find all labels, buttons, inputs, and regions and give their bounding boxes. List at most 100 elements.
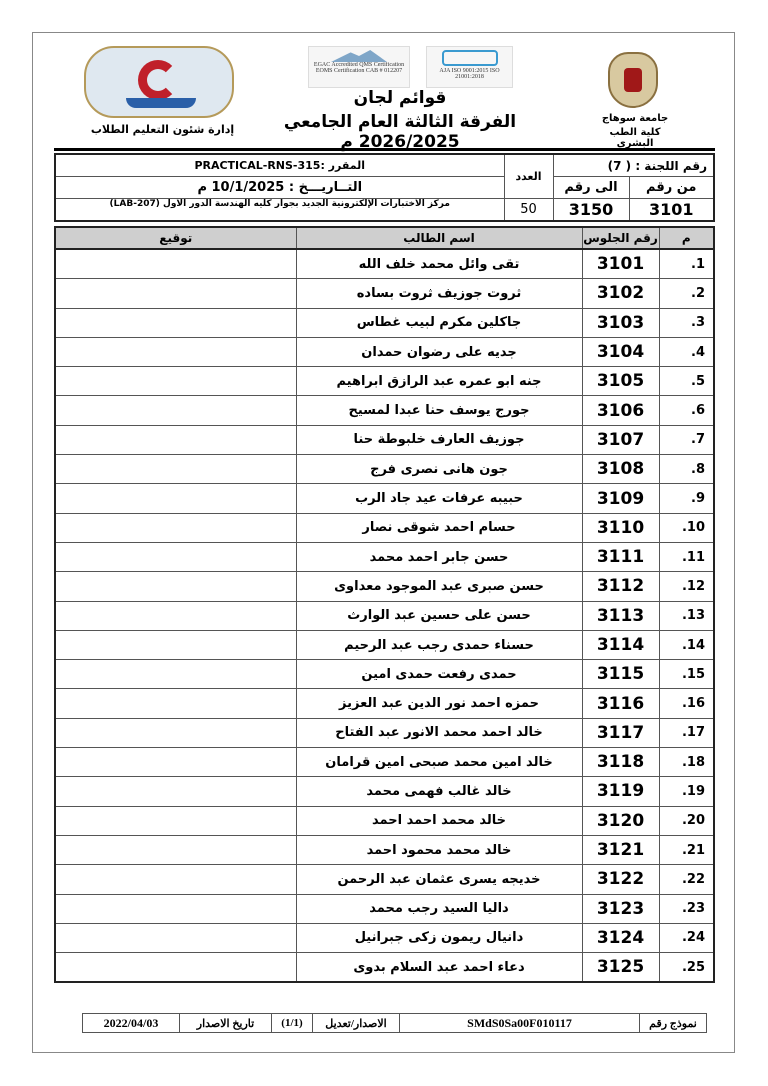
student-name: جاكلين مكرم لبيب غطاس <box>295 307 583 338</box>
row-index: 5. <box>658 366 715 397</box>
row-index: 24. <box>658 922 715 954</box>
seat-number: 3101 <box>581 248 660 280</box>
row-index: 2. <box>658 278 715 309</box>
signature-cell[interactable] <box>54 278 297 309</box>
table-row: 23. 3123 داليا السيد رجب محمد <box>54 893 715 924</box>
student-name: حسن صبرى عبد الموجود معداوى <box>295 571 583 602</box>
students-table: م رقم الجلوس اسم الطالب توقيع 1. 3101 تقى … <box>54 226 715 984</box>
table-row: 6. 3106 جورج يوسف حنا عبدا لمسيح <box>54 395 715 426</box>
signature-cell[interactable] <box>54 952 297 983</box>
signature-cell[interactable] <box>54 600 297 631</box>
student-affairs-logo <box>84 46 234 118</box>
egac-accreditation-logo: EGAC Accredited QMS Certification EOMS C… <box>308 46 410 88</box>
seat-number: 3112 <box>581 571 660 602</box>
student-name: جون هانى نصرى فرج <box>295 454 583 485</box>
student-name: حبيبه عرفات عيد جاد الرب <box>295 483 583 514</box>
seat-number: 3118 <box>581 747 660 778</box>
student-name: حسام احمد شوقى نصار <box>295 512 583 543</box>
student-name: خالد امين محمد صبحى امين قرامان <box>295 747 583 778</box>
signature-cell[interactable] <box>54 454 297 485</box>
committee-info-table: رقم اللجنة : ( 7) العدد المقرر :PRACTICA… <box>54 153 715 222</box>
signature-cell[interactable] <box>54 336 297 368</box>
signature-cell[interactable] <box>54 688 297 719</box>
seat-number: 3115 <box>581 659 660 690</box>
table-row: 16. 3116 حمزه احمد نور الدين عبد العزيز <box>54 688 715 719</box>
seat-number: 3104 <box>581 336 660 368</box>
signature-cell[interactable] <box>54 541 297 573</box>
table-row: 21. 3121 خالد محمد محمود احمد <box>54 834 715 866</box>
student-name: حسن جابر احمد محمد <box>295 541 583 573</box>
count-value: 50 <box>503 198 554 222</box>
signature-cell[interactable] <box>54 717 297 749</box>
signature-cell[interactable] <box>54 395 297 426</box>
signature-cell[interactable] <box>54 864 297 895</box>
table-row: 20. 3120 خالد محمد احمد احمد <box>54 805 715 836</box>
page-title: قوائم لجان <box>353 88 447 108</box>
table-row: 15. 3115 حمدى رفعت حمدى امين <box>54 659 715 690</box>
signature-cell[interactable] <box>54 366 297 397</box>
table-row: 3. 3103 جاكلين مكرم لبيب غطاس <box>54 307 715 338</box>
from-label: من رقم <box>628 176 715 199</box>
student-name: جوزيف العارف خلبوطة حنا <box>295 424 583 456</box>
signature-cell[interactable] <box>54 805 297 836</box>
signature-cell[interactable] <box>54 834 297 866</box>
row-index: 21. <box>658 834 715 866</box>
table-row: 10. 3110 حسام احمد شوقى نصار <box>54 512 715 543</box>
student-name: حمدى رفعت حمدى امين <box>295 659 583 690</box>
signature-cell[interactable] <box>54 483 297 514</box>
row-index: 11. <box>658 541 715 573</box>
table-row: 12. 3112 حسن صبرى عبد الموجود معداوى <box>54 571 715 602</box>
row-index: 8. <box>658 454 715 485</box>
signature-cell[interactable] <box>54 893 297 924</box>
table-row: 8. 3108 جون هانى نصرى فرج <box>54 454 715 485</box>
student-name: حسناء حمدى رجب عبد الرحيم <box>295 629 583 661</box>
signature-cell[interactable] <box>54 659 297 690</box>
signature-cell[interactable] <box>54 776 297 807</box>
seat-number: 3111 <box>581 541 660 573</box>
student-name: جديه على رضوان حمدان <box>295 336 583 368</box>
row-index: 9. <box>658 483 715 514</box>
student-name: جنه ابو عمره عبد الرازق ابراهيم <box>295 366 583 397</box>
seat-number: 3121 <box>581 834 660 866</box>
issue-date-label: تاريخ الاصدار <box>179 1013 272 1033</box>
seat-number: 3119 <box>581 776 660 807</box>
table-row: 9. 3109 حبيبه عرفات عيد جاد الرب <box>54 483 715 514</box>
seat-number: 3110 <box>581 512 660 543</box>
row-index: 25. <box>658 952 715 983</box>
header-divider <box>54 148 715 151</box>
seat-number: 3122 <box>581 864 660 895</box>
aja-certification-logo: AJA ISO 9001:2015 ISO 21001:2018 <box>426 46 513 88</box>
page-subtitle: الفرقة الثالثة العام الجامعي 2026/2025 م <box>283 112 517 152</box>
course-code: المقرر :PRACTICAL-RNS-315 <box>54 153 505 177</box>
header-signature: توقيع <box>54 226 297 250</box>
table-row: 2. 3102 ثروت جوزيف ثروت بساده <box>54 278 715 309</box>
signature-cell[interactable] <box>54 747 297 778</box>
form-footer: نموذج رقم SMdS0Sa00F010117 الاصدار/تعديل… <box>82 1013 707 1033</box>
signature-cell[interactable] <box>54 424 297 456</box>
seat-number: 3123 <box>581 893 660 924</box>
seat-number: 3120 <box>581 805 660 836</box>
signature-cell[interactable] <box>54 571 297 602</box>
student-name: حمزه احمد نور الدين عبد العزيز <box>295 688 583 719</box>
row-index: 3. <box>658 307 715 338</box>
seat-number: 3109 <box>581 483 660 514</box>
version-label: الاصدار/تعديل <box>312 1013 400 1033</box>
student-name: خالد احمد محمد الانور عبد الفتاح <box>295 717 583 749</box>
row-index: 4. <box>658 336 715 368</box>
row-index: 12. <box>658 571 715 602</box>
student-name: ثروت جوزيف ثروت بساده <box>295 278 583 309</box>
signature-cell[interactable] <box>54 922 297 954</box>
row-index: 17. <box>658 717 715 749</box>
exam-date: التــاريـــخ : 10/1/2025 م <box>54 176 505 199</box>
seat-number: 3124 <box>581 922 660 954</box>
signature-cell[interactable] <box>54 248 297 280</box>
table-row: 19. 3119 خالد غالب فهمى محمد <box>54 776 715 807</box>
student-name: خالد محمد احمد احمد <box>295 805 583 836</box>
student-name: داليا السيد رجب محمد <box>295 893 583 924</box>
seat-number: 3125 <box>581 952 660 983</box>
signature-cell[interactable] <box>54 512 297 543</box>
signature-cell[interactable] <box>54 307 297 338</box>
row-index: 18. <box>658 747 715 778</box>
seat-number: 3108 <box>581 454 660 485</box>
signature-cell[interactable] <box>54 629 297 661</box>
